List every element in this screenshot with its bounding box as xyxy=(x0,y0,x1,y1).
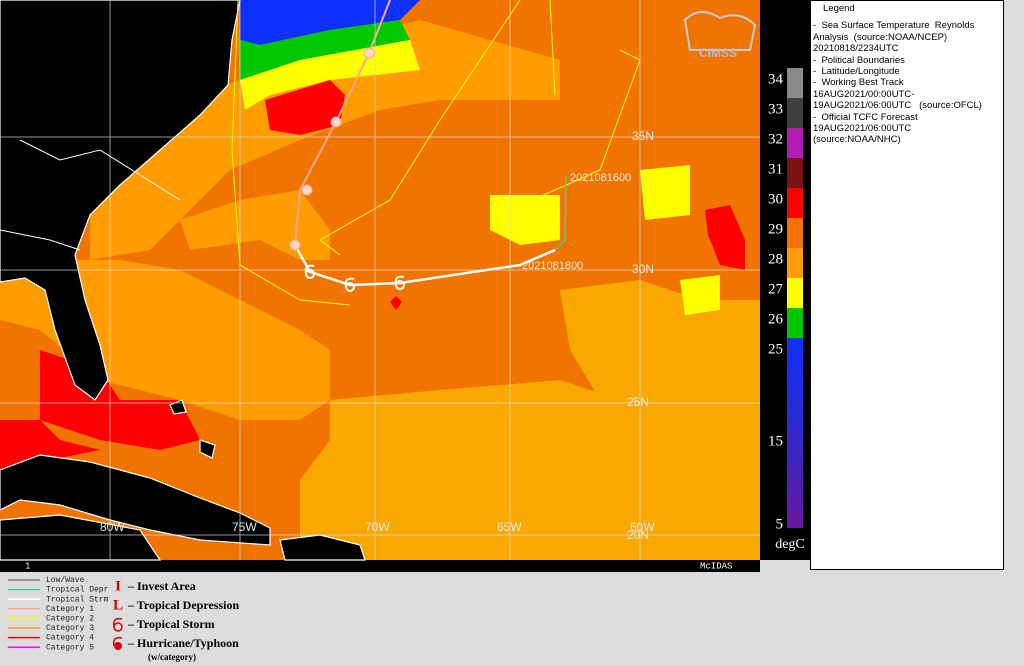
colorbar-swatch xyxy=(787,68,803,98)
legend-panel: Legend - Sea Surface Temperature Reynold… xyxy=(810,0,1004,570)
colorbar-label: 31 xyxy=(768,161,783,177)
legend-line: (source:NOAA/NHC) xyxy=(813,134,901,146)
track-symbol-label: – Tropical Depression xyxy=(127,598,239,612)
state-boundary xyxy=(0,229,81,251)
hurricane-icon xyxy=(114,642,122,650)
track-symbol-note: (w/category) xyxy=(148,652,196,662)
colorbar-label: 33 xyxy=(768,101,783,117)
legend-line: - Political Boundaries xyxy=(813,54,905,66)
storm-symbols xyxy=(304,264,405,292)
lat-label: 20N xyxy=(627,528,649,542)
software: McIDAS xyxy=(700,561,732,571)
state-boundary xyxy=(19,139,181,201)
track-symbol-label: – Tropical Storm xyxy=(127,617,215,631)
colorbar-label: 26 xyxy=(768,311,784,327)
colorbar-label: 28 xyxy=(768,251,783,267)
track-line-name: Category 5 xyxy=(46,643,94,652)
colorbar-gradient xyxy=(787,338,803,528)
colorbar-label: 29 xyxy=(768,221,783,237)
graticule xyxy=(0,0,760,560)
legend-line: 19AUG2021/06:00UTC (source:OFCL) xyxy=(813,100,982,112)
colorbar-swatch xyxy=(787,308,803,338)
track-symbol-label: – Hurricane/Typhoon xyxy=(127,636,239,650)
lon-label: 80W xyxy=(100,520,125,534)
hurricane-icon xyxy=(112,636,123,647)
track-depression xyxy=(554,174,567,251)
colorbar-label: 25 xyxy=(768,341,783,357)
track-line-name: Low/Wave xyxy=(46,576,85,585)
land xyxy=(0,0,366,561)
legend-line: 16AUG2021/00:00UTC- xyxy=(813,88,915,100)
legend-line: - Latitude/Longitude xyxy=(813,66,900,78)
legend-line: 20210818/2234UTC xyxy=(813,43,899,55)
storm-icon xyxy=(113,622,123,632)
lon-label: 60W xyxy=(630,520,655,534)
colorbar-label: 30 xyxy=(768,191,783,207)
track-line-name: Tropical Depr xyxy=(46,586,109,595)
colorbar-swatch xyxy=(787,158,803,188)
logo: CIMSS xyxy=(683,11,757,60)
colorbar-label: 27 xyxy=(768,281,784,297)
legend-line: - Official TCFC Forecast xyxy=(813,111,918,123)
legend-line: Analysis (source:NOAA/NCEP) xyxy=(813,31,948,43)
lat-label: 25N xyxy=(627,395,649,409)
legend-line: - Sea Surface Temperature Reynolds xyxy=(813,20,975,32)
lon-label: 75W xyxy=(232,520,257,534)
colorbar-swatch xyxy=(787,248,803,278)
colorbar-swatch xyxy=(787,98,803,128)
colorbar: 34 33 32 31 30 29 28 27 26 25 15 5 degC xyxy=(768,68,805,552)
colorbar-label: 15 xyxy=(768,433,783,449)
forecast-lines xyxy=(231,0,641,306)
track-label: 2021081600 xyxy=(570,172,631,184)
colorbar-swatch xyxy=(787,218,803,248)
legend-line: - Working Best Track xyxy=(813,77,904,89)
lat-label: 30N xyxy=(632,262,654,276)
colorbar-label: 34 xyxy=(768,71,784,87)
frame-number: 1 xyxy=(25,561,30,571)
track-line-name: Category 1 xyxy=(46,605,94,614)
storm-icon xyxy=(112,617,123,628)
track-line-name: Category 2 xyxy=(46,615,94,624)
track-symbol-label: – Invest Area xyxy=(127,579,196,593)
colorbar-swatch xyxy=(787,188,803,218)
track-label: 2021081800 xyxy=(522,260,583,272)
track-line-name: Tropical Strm xyxy=(46,595,109,604)
map: CIMSS 35N 30N 25N 20N 80W 75W 70W 65W 60… xyxy=(0,0,810,572)
lon-label: 65W xyxy=(497,520,522,534)
legend-lines: - Sea Surface Temperature Reynolds Analys… xyxy=(811,14,1003,145)
colorbar-label: 32 xyxy=(768,131,783,147)
colorbar-unit: degC xyxy=(775,537,805,552)
track-line-name: Category 3 xyxy=(46,624,94,633)
track-symbol: L xyxy=(113,597,123,613)
colorbar-label: 5 xyxy=(776,516,784,532)
lon-label: 70W xyxy=(365,520,390,534)
logo-text: CIMSS xyxy=(699,46,737,60)
legend-line: 19AUG2021/06:00UTC xyxy=(813,123,912,135)
colorbar-swatch xyxy=(787,278,803,308)
colorbar-swatch xyxy=(787,128,803,158)
cat1-symbols xyxy=(289,47,375,251)
track-line-name: Category 4 xyxy=(46,634,94,643)
legend-title: Legend xyxy=(823,3,855,14)
lat-label: 35N xyxy=(632,129,654,143)
track-symbol: I xyxy=(115,578,121,594)
